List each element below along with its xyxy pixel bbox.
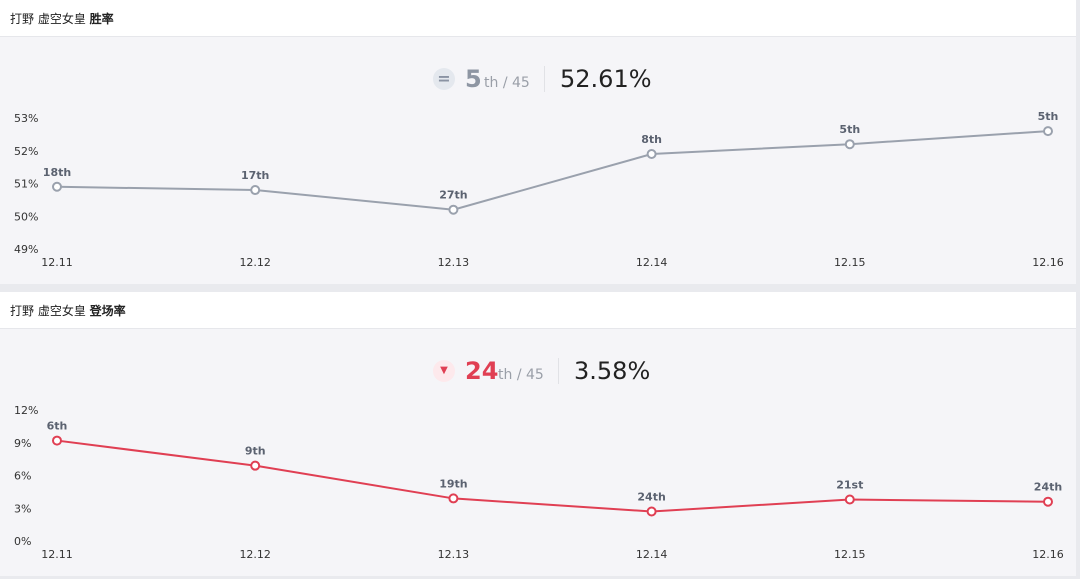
x-tick-label: 12.15 [834,256,866,269]
down-arrow-icon: ▼ [433,360,455,382]
data-point [1043,126,1053,137]
rate-value: 52.61% [560,65,652,93]
x-tick-label: 12.15 [834,548,866,561]
point-rank-label: 24th [637,491,665,504]
equal-icon: = [433,68,455,90]
y-tick-label: 49% [14,243,38,256]
point-rank-label: 18th [43,166,71,179]
summary-divider [544,66,545,92]
x-tick-label: 12.13 [438,256,470,269]
x-tick-label: 12.11 [41,548,73,561]
rank-total: th / 45 [484,75,530,91]
point-rank-label: 24th [1034,481,1062,494]
pick-rate-title: 打野 虚空女皇 登场率 [10,302,126,319]
point-rank-label: 5th [839,123,860,136]
y-tick-label: 12% [14,404,38,417]
point-rank-label: 21st [836,479,863,492]
point-rank-label: 17th [241,169,269,182]
point-rank-label: 5th [1038,110,1059,123]
win-rate-header: 打野 虚空女皇 胜率 [0,0,1076,37]
pick-rate-chart: 12% 9% 6% 3% 0% 12.11 12.12 12.13 12.14 12.15 12.1… [14,404,1064,561]
point-rank-label: 8th [641,133,662,146]
series-line [56,439,1049,513]
win-rate-title: 打野 虚空女皇 胜率 [10,10,114,27]
y-tick-label: 53% [14,112,38,125]
data-point [250,460,261,471]
data-point [1043,496,1053,507]
y-tick-label: 9% [14,437,31,450]
rank-number: 24 [465,357,499,385]
x-tick-label: 12.16 [1032,256,1064,269]
win-rate-chart: 53% 52% 51% 50% 49%12.11 12.12 12.13 12.14 12.15… [14,110,1064,269]
trend-symbol: = [437,69,451,88]
point-rank-label: 6th [47,420,68,433]
series-line [56,130,1049,211]
data-point [646,149,657,160]
x-tick-label: 12.16 [1032,548,1064,561]
x-tick-label: 12.11 [41,256,73,269]
data-point [448,493,459,504]
y-tick-label: 50% [14,210,38,223]
x-tick-label: 12.12 [239,256,271,269]
y-tick-label: 3% [14,502,31,515]
data-point [52,435,62,446]
trend-symbol: ▼ [440,365,448,376]
rank-number: 5 [465,65,482,93]
y-tick-label: 0% [14,535,31,548]
title-metric: 胜率 [89,12,114,26]
title-prefix: 打野 虚空女皇 [10,12,86,26]
rank-total: th / 45 [498,367,544,383]
rate-value: 3.58% [574,357,651,385]
data-point [52,181,62,192]
win-rate-panel: 打野 虚空女皇 胜率 = 5 th / 45 52.61% 53% 52% 51% 5… [0,0,1076,284]
y-tick-label: 52% [14,145,38,158]
title-metric: 登场率 [89,304,126,318]
point-rank-label: 19th [439,477,467,490]
data-point [646,506,657,517]
y-tick-label: 51% [14,178,38,191]
data-point [844,139,855,150]
x-tick-label: 12.14 [636,548,668,561]
point-rank-label: 9th [245,445,266,458]
pick-rate-panel: 打野 虚空女皇 登场率 ▼ 24 th / 45 3.58% 12% 9% 6% 3%… [0,292,1076,576]
x-tick-label: 12.12 [239,548,271,561]
title-prefix: 打野 虚空女皇 [10,304,86,318]
data-point [448,204,459,215]
pick-rate-header: 打野 虚空女皇 登场率 [0,292,1076,329]
data-point [844,494,855,505]
data-point [250,185,261,196]
point-rank-label: 27th [439,189,467,202]
summary-divider [558,358,559,384]
x-tick-label: 12.14 [636,256,668,269]
x-tick-label: 12.13 [438,548,470,561]
y-tick-label: 6% [14,470,31,483]
